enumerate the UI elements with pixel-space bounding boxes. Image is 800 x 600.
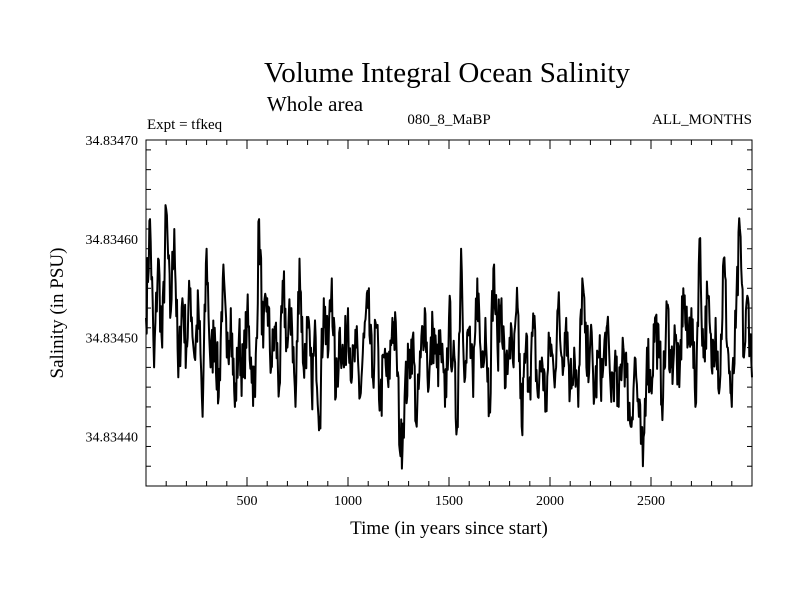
y-tick-label: 34.83460 xyxy=(86,233,139,248)
y-tick-label: 34.83450 xyxy=(86,332,139,347)
y-axis-label: Salinity (in PSU) xyxy=(47,248,68,379)
y-tick-label: 34.83470 xyxy=(86,134,139,149)
y-tick-label: 34.83440 xyxy=(86,431,139,446)
x-axis-label: Time (in years since start) xyxy=(350,518,548,539)
chart-title: Volume Integral Ocean Salinity xyxy=(264,57,630,89)
axis-ticks xyxy=(146,140,752,486)
plot-frame xyxy=(145,139,753,487)
run-label: 080_8_MaBP xyxy=(407,112,490,128)
x-tick-label: 500 xyxy=(237,494,258,509)
tick-labels: 500 1000 1500 2000 2500 34.83440 34.83450 34.83… xyxy=(86,134,666,509)
x-tick-label: 2500 xyxy=(637,494,665,509)
x-tick-label: 1500 xyxy=(435,494,463,509)
series-line xyxy=(145,204,753,470)
chart-subtitle: Whole area xyxy=(267,92,364,116)
x-tick-label: 2000 xyxy=(536,494,564,509)
x-tick-label: 1000 xyxy=(334,494,362,509)
period-label: ALL_MONTHS xyxy=(652,112,752,128)
expt-label: Expt = tfkeq xyxy=(147,117,223,133)
